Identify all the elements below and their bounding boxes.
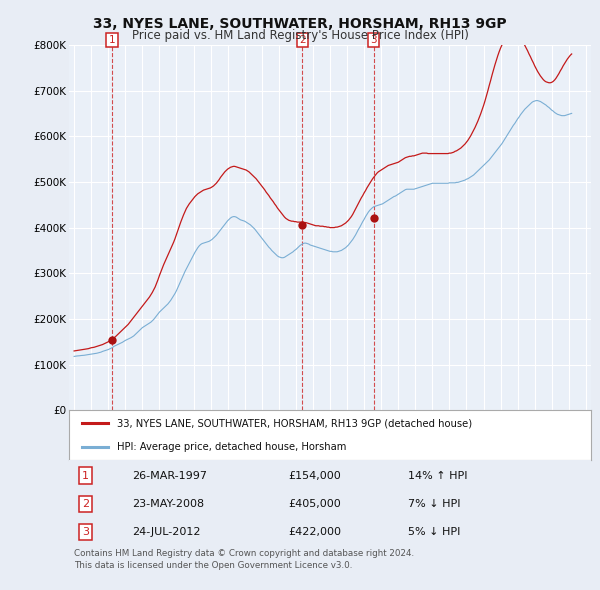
Text: 7% ↓ HPI: 7% ↓ HPI — [409, 499, 461, 509]
Text: 24-JUL-2012: 24-JUL-2012 — [131, 527, 200, 537]
Text: 33, NYES LANE, SOUTHWATER, HORSHAM, RH13 9GP (detached house): 33, NYES LANE, SOUTHWATER, HORSHAM, RH13… — [117, 418, 472, 428]
Text: £154,000: £154,000 — [288, 471, 341, 481]
Text: 3: 3 — [370, 35, 377, 45]
Text: £422,000: £422,000 — [288, 527, 341, 537]
Text: Price paid vs. HM Land Registry's House Price Index (HPI): Price paid vs. HM Land Registry's House … — [131, 30, 469, 42]
Text: 33, NYES LANE, SOUTHWATER, HORSHAM, RH13 9GP: 33, NYES LANE, SOUTHWATER, HORSHAM, RH13… — [93, 17, 507, 31]
Text: 14% ↑ HPI: 14% ↑ HPI — [409, 471, 468, 481]
Text: 23-MAY-2008: 23-MAY-2008 — [131, 499, 204, 509]
Text: £405,000: £405,000 — [288, 499, 341, 509]
Text: Contains HM Land Registry data © Crown copyright and database right 2024.
This d: Contains HM Land Registry data © Crown c… — [74, 549, 415, 570]
Text: HPI: Average price, detached house, Horsham: HPI: Average price, detached house, Hors… — [117, 442, 346, 453]
Text: 5% ↓ HPI: 5% ↓ HPI — [409, 527, 461, 537]
Text: 1: 1 — [109, 35, 115, 45]
Text: 26-MAR-1997: 26-MAR-1997 — [131, 471, 206, 481]
Text: 1: 1 — [82, 471, 89, 481]
Text: 3: 3 — [82, 527, 89, 537]
Text: 2: 2 — [82, 499, 89, 509]
Text: 2: 2 — [299, 35, 305, 45]
